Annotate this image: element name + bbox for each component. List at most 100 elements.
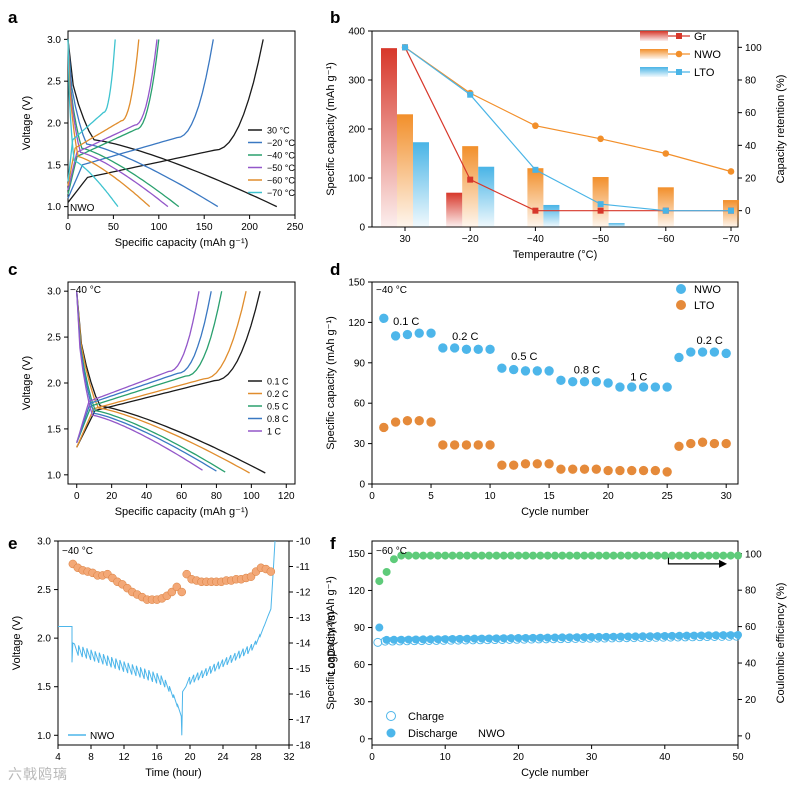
bar-nwo	[527, 168, 544, 227]
charge-point	[710, 632, 719, 641]
ce-point	[587, 551, 596, 560]
charge-point	[497, 635, 507, 644]
y-tick-label: 0	[359, 223, 365, 234]
data-point-nwo	[697, 346, 708, 358]
y-tick-label: 80	[745, 76, 757, 87]
discharge-curve	[67, 39, 151, 208]
ce-point	[536, 551, 545, 560]
ce-point	[580, 551, 589, 560]
y-tick-label: 20	[745, 695, 757, 706]
retention-marker	[597, 135, 604, 143]
ce-point	[675, 551, 684, 560]
y-axis-label: Voltage (V)	[21, 96, 33, 150]
bar-lto	[413, 142, 429, 227]
legend-entry: −20 °C	[267, 138, 295, 148]
data-point-nwo	[709, 346, 720, 358]
rate-label: 0.8 C	[574, 365, 600, 377]
x-tick-label: 30	[721, 491, 733, 502]
data-point-nwo	[378, 313, 390, 324]
charge-curve	[67, 39, 158, 191]
y-tick-label: 2.5	[47, 77, 61, 88]
x-tick-label: 30	[586, 752, 598, 763]
data-point-nwo	[685, 346, 697, 358]
voltage-trace	[58, 540, 276, 736]
legend-swatch	[640, 49, 668, 59]
x-axis-label: Specific capacity (mAh g⁻¹)	[115, 237, 249, 249]
legend-entry: NWO	[694, 49, 721, 61]
y-axis-label: Voltage (V)	[21, 356, 33, 410]
data-point-nwo	[673, 352, 685, 363]
legend-entry: Gr	[694, 31, 707, 43]
rate-label: 1 C	[630, 371, 647, 383]
retention-marker	[662, 150, 670, 157]
retention-marker	[467, 91, 474, 98]
panel-label-c: c	[8, 260, 17, 279]
ce-point	[485, 551, 494, 560]
y-tick-label: 40	[745, 659, 757, 670]
x-tick-label: 5	[428, 491, 434, 502]
panel-c: 0 20 40 60 80 100 120 Specific capacity (mAh g⁻…	[21, 281, 296, 518]
ce-point	[529, 551, 538, 560]
retention-marker	[597, 201, 604, 208]
legend-entry: −60 °C	[267, 176, 295, 186]
charge-curve	[76, 291, 223, 443]
x-tick-label: 80	[211, 491, 223, 502]
y-tick-label: 30	[354, 697, 366, 708]
panel-annotation: −40 °C	[376, 285, 407, 296]
ce-point	[419, 551, 428, 560]
charge-point	[680, 632, 690, 642]
y2-axis-label: LogD (cm²/s)	[326, 611, 338, 675]
data-point-nwo	[461, 344, 472, 355]
ce-point	[704, 551, 713, 560]
y-tick-label: 2.0	[47, 379, 61, 390]
ce-point	[646, 551, 655, 560]
ce-point	[499, 551, 508, 560]
ce-point	[492, 551, 501, 560]
charge-point	[417, 636, 427, 646]
ce-point	[470, 551, 479, 560]
plot-frame	[371, 540, 739, 746]
charge-point	[636, 633, 646, 642]
bar-lto	[478, 166, 495, 227]
y-tick-label: 3.0	[47, 287, 61, 298]
x-tick-label: 150	[196, 222, 213, 233]
panel-d: 0 5 10 15 20 25 30 Cycle number 0 30 60 90 120 150 Spe…	[325, 278, 739, 518]
charge-curve	[67, 39, 116, 182]
x-tick-label: 20	[106, 491, 118, 502]
data-point-nwo	[531, 365, 543, 377]
legend-entry: Charge	[408, 711, 444, 723]
x-tick-label: −60	[657, 234, 674, 245]
data-point-nwo	[650, 381, 661, 393]
legend-entry: 30 °C	[267, 126, 290, 136]
x-tick-label: 40	[141, 491, 153, 502]
data-point-nwo	[496, 362, 508, 374]
retention-marker	[402, 44, 408, 51]
y-tick-label: 100	[745, 549, 762, 560]
y-tick-label: 1.5	[37, 682, 51, 693]
ce-point	[660, 551, 669, 560]
legend-entry: 1 C	[267, 427, 282, 437]
data-point-lto	[508, 459, 519, 471]
charge-point	[673, 632, 683, 642]
charge-point	[380, 636, 390, 646]
y-axis-label: Specific capacity (mAh g⁻¹)	[325, 316, 337, 450]
legend-entry: 0.2 C	[267, 389, 289, 399]
bar-lto	[543, 204, 560, 227]
panel-label-f: f	[330, 534, 336, 553]
charge-point	[512, 634, 522, 644]
charge-point	[453, 635, 463, 645]
legend-marker	[386, 728, 396, 738]
ce-point	[404, 551, 413, 560]
ce-point	[389, 555, 398, 564]
y-tick-label: -17	[296, 715, 311, 726]
charge-point	[578, 633, 588, 643]
x-tick-label: −50	[592, 234, 609, 245]
data-point-nwo	[591, 376, 602, 387]
x-tick-label: 4	[55, 752, 61, 763]
charge-point	[505, 634, 515, 644]
data-point-lto	[567, 463, 579, 475]
logd-point	[182, 569, 191, 579]
charge-point	[614, 633, 624, 643]
rate-label: 0.5 C	[511, 351, 537, 363]
